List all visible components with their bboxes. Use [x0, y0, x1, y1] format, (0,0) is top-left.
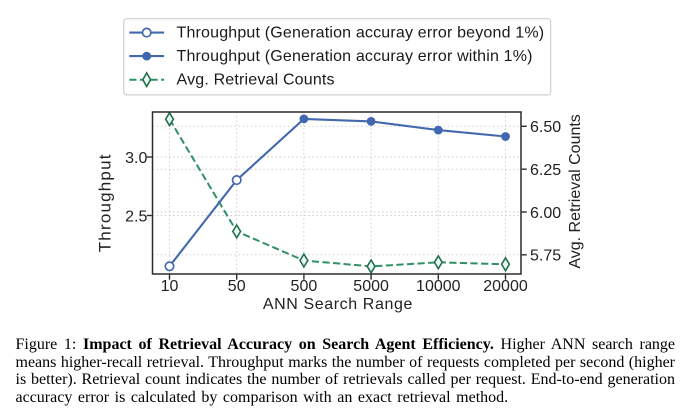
svg-text:Throughput (Generation accuray: Throughput (Generation accuray error bey…	[177, 24, 545, 41]
svg-text:20000: 20000	[483, 278, 528, 295]
svg-text:ANN Search Range: ANN Search Range	[263, 296, 413, 313]
svg-text:5.75: 5.75	[530, 248, 561, 265]
svg-text:Throughput: Throughput	[96, 153, 115, 252]
svg-text:500: 500	[291, 278, 318, 295]
svg-text:2.5: 2.5	[125, 208, 147, 225]
svg-text:6.25: 6.25	[530, 162, 561, 179]
svg-text:50: 50	[228, 278, 246, 295]
svg-text:5000: 5000	[353, 278, 389, 295]
svg-text:6.50: 6.50	[530, 119, 561, 136]
svg-text:10000: 10000	[416, 278, 461, 295]
svg-text:Avg. Retrieval Counts: Avg. Retrieval Counts	[177, 72, 335, 89]
svg-text:Avg. Retrieval Counts: Avg. Retrieval Counts	[567, 114, 584, 268]
svg-text:6.00: 6.00	[530, 205, 561, 222]
svg-text:3.0: 3.0	[125, 150, 147, 167]
svg-text:Throughput (Generation accuray: Throughput (Generation accuray error wit…	[177, 48, 533, 65]
svg-text:10: 10	[161, 278, 179, 295]
